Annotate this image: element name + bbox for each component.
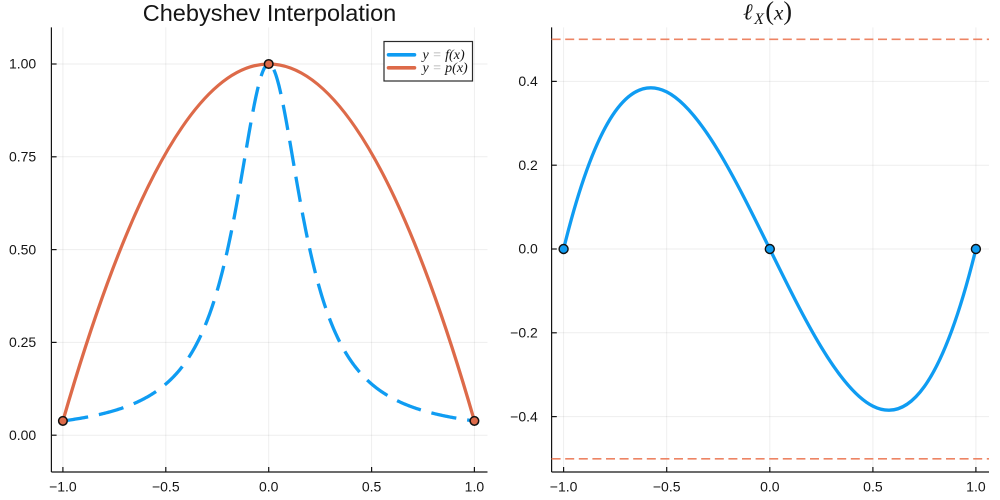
svg-text:0.2: 0.2	[518, 157, 538, 173]
svg-text:y = f(x): y = f(x)	[421, 48, 465, 63]
svg-text:0.5: 0.5	[863, 479, 883, 495]
svg-text:0.25: 0.25	[9, 334, 36, 350]
svg-text:1.0: 1.0	[465, 479, 485, 495]
svg-text:−1.0: −1.0	[550, 479, 578, 495]
svg-text:0.50: 0.50	[9, 241, 36, 257]
svg-text:0.4: 0.4	[518, 73, 538, 89]
svg-text:0.0: 0.0	[760, 479, 780, 495]
svg-text:−0.5: −0.5	[152, 479, 180, 495]
svg-text:−0.2: −0.2	[510, 325, 538, 341]
svg-text:0.0: 0.0	[518, 241, 538, 257]
svg-text:−0.5: −0.5	[653, 479, 681, 495]
svg-text:−0.4: −0.4	[510, 408, 538, 424]
svg-text:0.0: 0.0	[259, 479, 279, 495]
svg-text:1.00: 1.00	[9, 56, 36, 72]
svg-text:0.5: 0.5	[362, 479, 382, 495]
svg-text:−1.0: −1.0	[49, 479, 77, 495]
svg-text:y = p(x): y = p(x)	[421, 61, 469, 76]
svg-text:0.00: 0.00	[9, 427, 36, 443]
svg-text:ℓX(x): ℓX(x)	[743, 0, 792, 28]
svg-text:0.75: 0.75	[9, 149, 36, 165]
svg-text:Chebyshev Interpolation: Chebyshev Interpolation	[143, 0, 396, 26]
svg-text:1.0: 1.0	[966, 479, 986, 495]
